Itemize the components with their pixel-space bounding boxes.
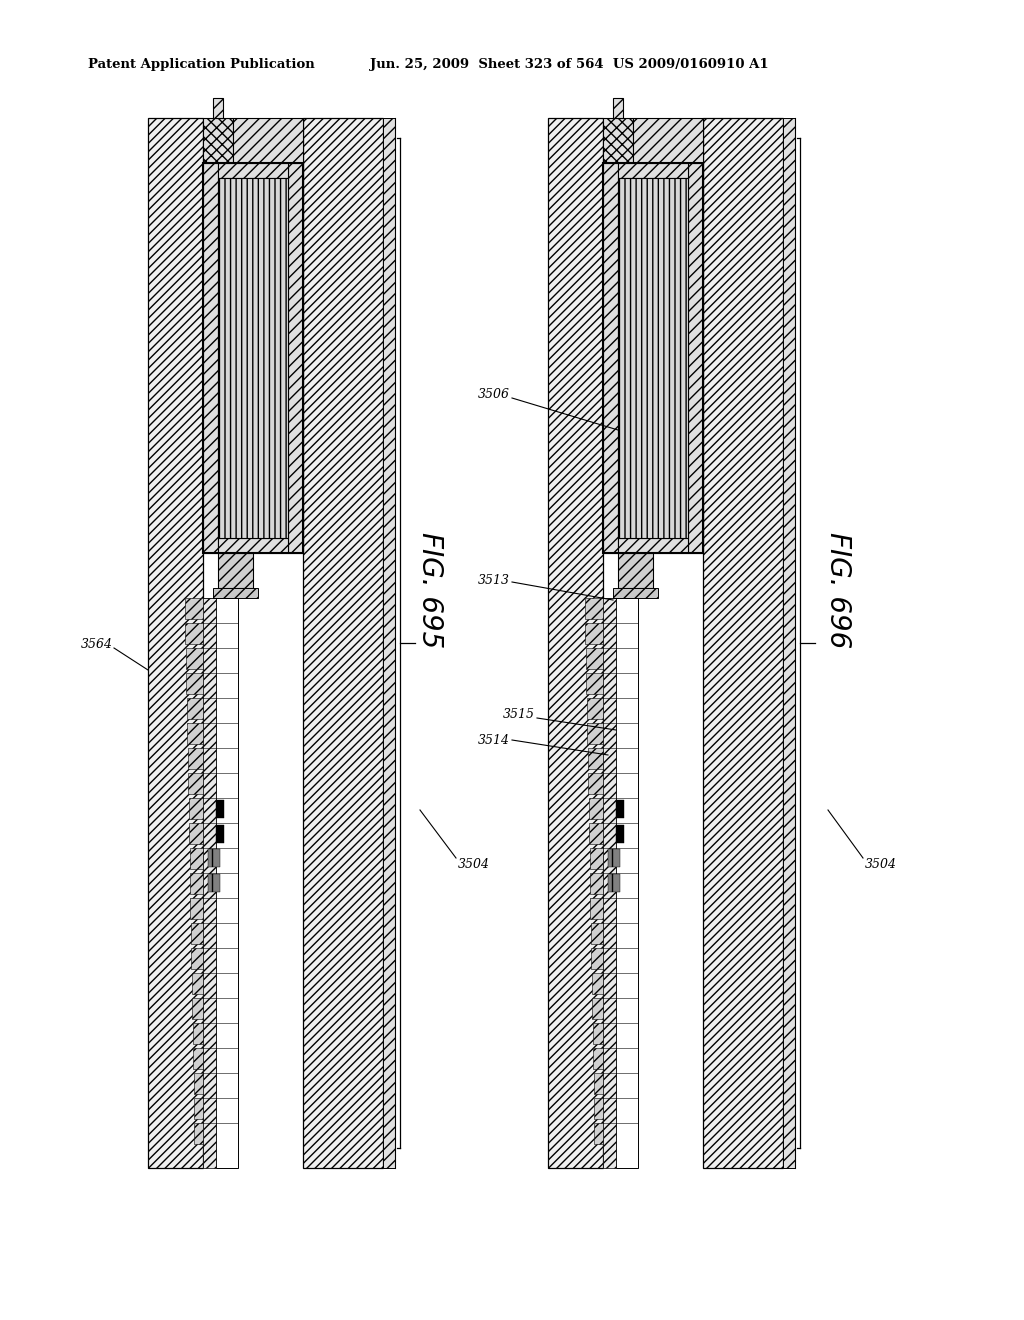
- Bar: [591, 923, 603, 944]
- Text: 3513: 3513: [478, 573, 510, 586]
- Bar: [187, 748, 203, 770]
- Text: 3564: 3564: [81, 639, 113, 652]
- Bar: [194, 1098, 203, 1119]
- Bar: [186, 673, 203, 694]
- Bar: [190, 898, 203, 919]
- Bar: [213, 587, 258, 598]
- Bar: [191, 948, 203, 969]
- Bar: [233, 117, 303, 162]
- Bar: [188, 799, 203, 820]
- Bar: [188, 774, 203, 795]
- Bar: [616, 598, 638, 1168]
- Bar: [618, 539, 688, 553]
- Text: 3504: 3504: [458, 858, 490, 871]
- Bar: [594, 1098, 603, 1119]
- Bar: [585, 598, 603, 619]
- Bar: [586, 648, 603, 669]
- Bar: [591, 898, 603, 919]
- Bar: [613, 98, 623, 117]
- Bar: [586, 623, 603, 644]
- Bar: [589, 822, 603, 845]
- Text: FIG. 695: FIG. 695: [416, 532, 444, 648]
- Bar: [216, 598, 238, 1168]
- Bar: [208, 874, 220, 891]
- Bar: [688, 162, 703, 553]
- Bar: [194, 1048, 203, 1069]
- Text: 3515: 3515: [503, 709, 535, 722]
- Bar: [618, 553, 653, 587]
- Bar: [189, 847, 203, 870]
- Bar: [608, 874, 620, 891]
- Bar: [603, 117, 633, 162]
- Bar: [588, 774, 603, 795]
- Text: FIG. 696: FIG. 696: [824, 532, 852, 648]
- Bar: [187, 723, 203, 744]
- Bar: [185, 598, 203, 619]
- Bar: [185, 623, 203, 644]
- Bar: [190, 923, 203, 944]
- Bar: [618, 162, 688, 178]
- Bar: [191, 973, 203, 994]
- Bar: [593, 1048, 603, 1069]
- Bar: [213, 98, 223, 117]
- Bar: [587, 698, 603, 719]
- Bar: [195, 1123, 203, 1144]
- Bar: [218, 539, 288, 553]
- Bar: [189, 873, 203, 894]
- Bar: [613, 587, 658, 598]
- Bar: [616, 825, 624, 842]
- Bar: [587, 673, 603, 694]
- Bar: [616, 800, 624, 817]
- Bar: [603, 598, 616, 1168]
- Text: Patent Application Publication: Patent Application Publication: [88, 58, 314, 71]
- Text: 3506: 3506: [478, 388, 510, 401]
- Bar: [148, 117, 203, 1168]
- Bar: [203, 162, 218, 553]
- Bar: [193, 1023, 203, 1044]
- Bar: [592, 998, 603, 1019]
- Bar: [590, 873, 603, 894]
- Bar: [603, 162, 618, 553]
- Bar: [186, 648, 203, 669]
- Bar: [703, 117, 783, 1168]
- Bar: [608, 849, 620, 866]
- Bar: [218, 553, 253, 587]
- Bar: [203, 598, 216, 1168]
- Bar: [618, 178, 688, 539]
- Bar: [186, 698, 203, 719]
- Bar: [587, 723, 603, 744]
- Bar: [592, 973, 603, 994]
- Bar: [303, 117, 383, 1168]
- Bar: [203, 162, 303, 553]
- Bar: [203, 117, 233, 162]
- Bar: [218, 178, 288, 539]
- Bar: [189, 822, 203, 845]
- Bar: [783, 117, 795, 1168]
- Bar: [288, 162, 303, 553]
- Bar: [383, 117, 395, 1168]
- Bar: [548, 117, 603, 1168]
- Bar: [591, 948, 603, 969]
- Bar: [588, 748, 603, 770]
- Bar: [216, 825, 224, 842]
- Text: 3504: 3504: [865, 858, 897, 871]
- Bar: [194, 1073, 203, 1094]
- Bar: [218, 162, 288, 178]
- Bar: [589, 799, 603, 820]
- Text: Jun. 25, 2009  Sheet 323 of 564  US 2009/0160910 A1: Jun. 25, 2009 Sheet 323 of 564 US 2009/0…: [370, 58, 769, 71]
- Bar: [590, 847, 603, 870]
- Bar: [594, 1073, 603, 1094]
- Bar: [193, 998, 203, 1019]
- Bar: [603, 162, 703, 553]
- Bar: [216, 800, 224, 817]
- Bar: [595, 1123, 603, 1144]
- Bar: [208, 849, 220, 866]
- Text: 3514: 3514: [478, 734, 510, 747]
- Bar: [593, 1023, 603, 1044]
- Bar: [633, 117, 703, 162]
